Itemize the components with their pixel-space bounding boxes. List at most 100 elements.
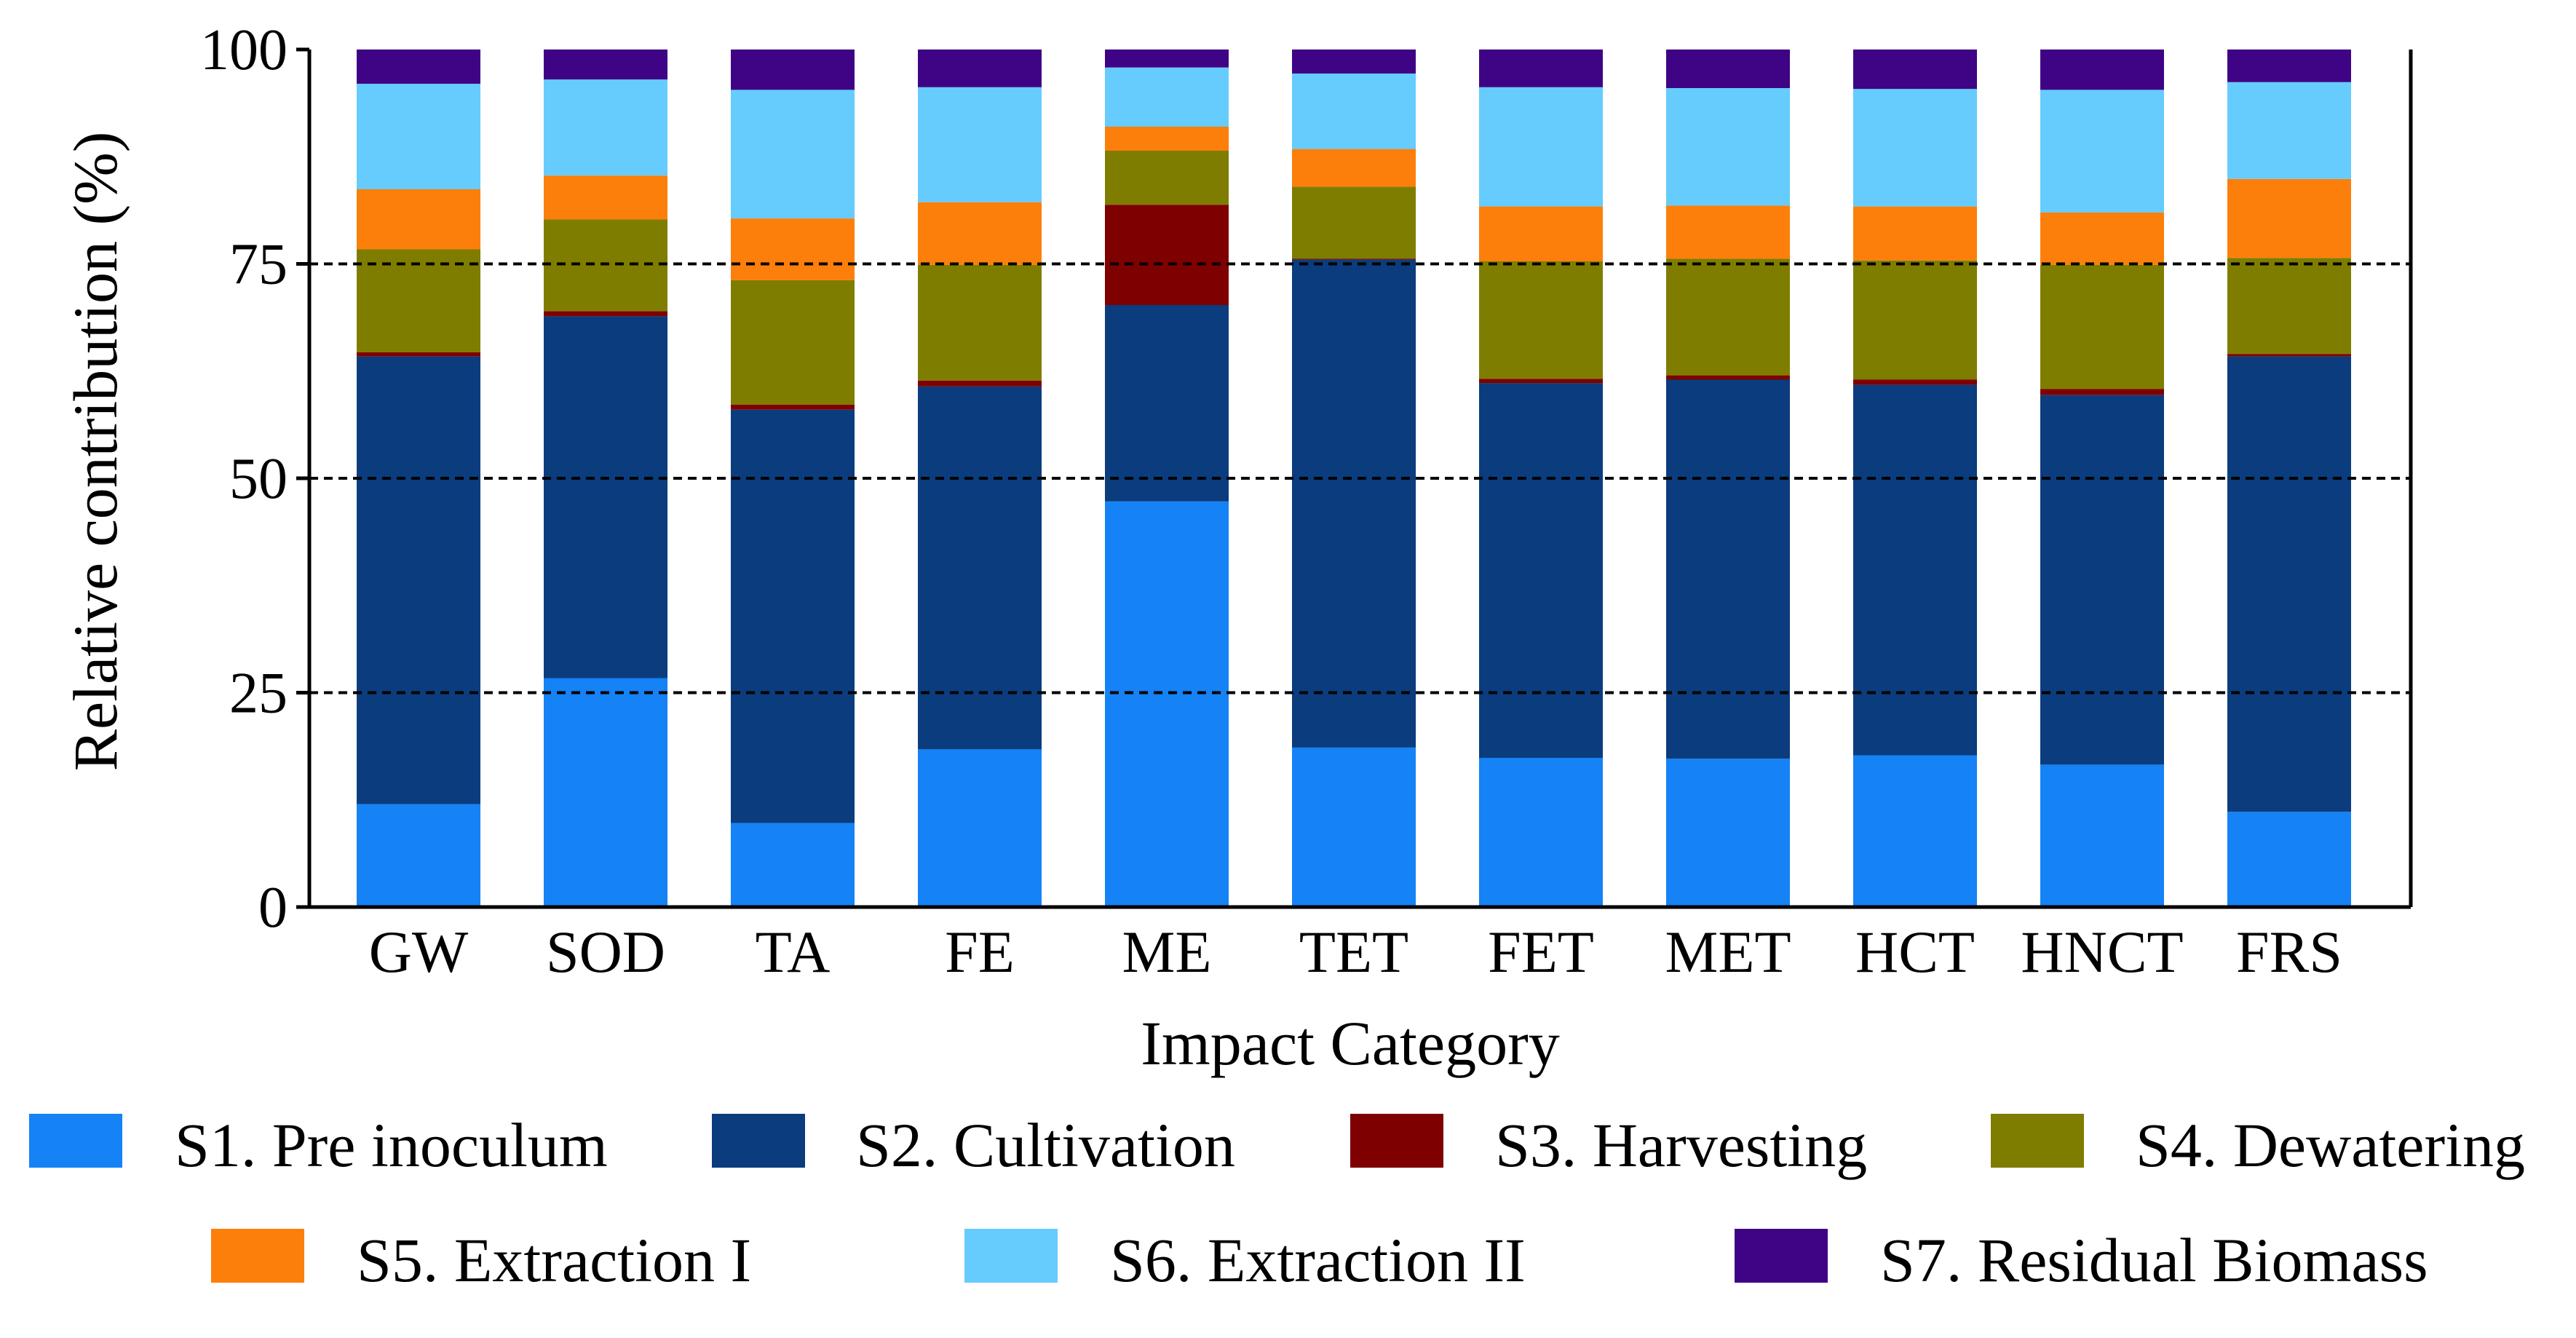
bar-fe-s2 [918, 387, 1042, 750]
bar-me-s4 [1105, 151, 1229, 205]
legend-swatch [964, 1229, 1058, 1283]
bar-me-s5 [1105, 127, 1229, 151]
bar-hnct-s5 [2040, 212, 2164, 265]
x-tick-label-hnct: HNCT [2021, 919, 2183, 985]
x-tick-labels: GW SOD TA FE ME TET FET MET HCT HNCT FRS [369, 919, 2342, 985]
x-tick-label-frs: FRS [2236, 919, 2342, 985]
x-tick-label-ta: TA [756, 919, 831, 985]
legend: S1. Pre inoculum S2. Cultivation S3. Harve… [29, 1110, 2525, 1295]
legend-item-s1: S1. Pre inoculum [29, 1110, 608, 1180]
bar-frs-s1 [2227, 812, 2351, 907]
bar-hct-s1 [1853, 755, 1977, 907]
bar-hct-s6 [1853, 89, 1977, 207]
bar-hct-s4 [1853, 260, 1977, 380]
bar-sod-s6 [544, 79, 667, 176]
bar-frs-s2 [2227, 356, 2351, 812]
x-tick-label-me: ME [1122, 919, 1212, 985]
bar-met-s2 [1666, 379, 1790, 759]
y-tick-label-75: 75 [229, 233, 288, 297]
y-tick-label-100: 100 [200, 18, 288, 82]
bar-ta-s6 [731, 90, 855, 219]
bar-gw-s4 [357, 249, 480, 352]
bar-met-s1 [1666, 759, 1790, 907]
bar-me-s2 [1105, 305, 1229, 502]
bar-ta-s1 [731, 823, 855, 907]
x-axis-title: Impact Category [1141, 1008, 1560, 1078]
bar-ta-s4 [731, 280, 855, 405]
bar-ta-s3 [731, 404, 855, 410]
bar-ta-s5 [731, 218, 855, 280]
bar-fet-s2 [1479, 383, 1603, 758]
legend-label: S3. Harvesting [1495, 1110, 1867, 1180]
bar-fe-s3 [918, 380, 1042, 387]
y-tick-label-25: 25 [229, 662, 288, 726]
bar-fet-s3 [1479, 379, 1603, 384]
legend-swatch [712, 1114, 805, 1168]
bar-hnct-s2 [2040, 395, 2164, 765]
bar-fet-s5 [1479, 206, 1603, 261]
bar-gw-s2 [357, 356, 480, 804]
bar-gw-s5 [357, 189, 480, 250]
bar-sod-s5 [544, 175, 667, 220]
bar-me-s6 [1105, 67, 1229, 127]
bar-me-s1 [1105, 501, 1229, 907]
bar-tet-s7 [1292, 50, 1416, 74]
bar-hnct-s4 [2040, 264, 2164, 389]
bar-fe-s6 [918, 87, 1042, 202]
bar-tet-s1 [1292, 747, 1416, 907]
bar-met-s5 [1666, 205, 1790, 259]
bar-frs-s3 [2227, 354, 2351, 357]
bar-fe-s4 [918, 264, 1042, 381]
legend-item-s2: S2. Cultivation [712, 1110, 1235, 1180]
bar-me-s3 [1105, 205, 1229, 305]
y-tick-label-50: 50 [229, 447, 288, 511]
bar-met-s3 [1666, 375, 1790, 380]
x-tick-label-sod: SOD [546, 919, 665, 985]
bar-tet-s2 [1292, 259, 1416, 748]
bar-hct-s5 [1853, 206, 1977, 261]
legend-label: S6. Extraction II [1110, 1225, 1526, 1295]
legend-item-s3: S3. Harvesting [1350, 1110, 1867, 1180]
bar-sod-s7 [544, 50, 667, 80]
bar-hnct-s7 [2040, 50, 2164, 90]
legend-item-s5: S5. Extraction I [211, 1225, 751, 1295]
gridlines [309, 262, 2411, 694]
bar-sod-s3 [544, 311, 667, 317]
bar-tet-s4 [1292, 186, 1416, 259]
bar-frs-s6 [2227, 82, 2351, 179]
legend-swatch [1350, 1114, 1443, 1168]
x-tick-label-tet: TET [1299, 919, 1408, 985]
bar-tet-s3 [1292, 258, 1416, 260]
legend-swatch [211, 1229, 304, 1283]
bars-layer [357, 50, 2351, 907]
bar-frs-s7 [2227, 50, 2351, 82]
legend-item-s6: S6. Extraction II [964, 1225, 1526, 1295]
legend-label: S7. Residual Biomass [1880, 1225, 2428, 1295]
x-tick-label-met: MET [1665, 919, 1791, 985]
x-tick-label-gw: GW [369, 919, 469, 985]
bar-tet-s6 [1292, 74, 1416, 149]
legend-label: S1. Pre inoculum [175, 1110, 608, 1180]
bar-gw-s7 [357, 50, 480, 84]
bar-me-s7 [1105, 50, 1229, 68]
axes [296, 47, 2413, 909]
legend-label: S5. Extraction I [357, 1225, 751, 1295]
bar-fet-s4 [1479, 261, 1603, 379]
bar-ta-s7 [731, 50, 855, 90]
bar-frs-s4 [2227, 258, 2351, 355]
bar-met-s7 [1666, 50, 1790, 88]
legend-item-s7: S7. Residual Biomass [1735, 1225, 2428, 1295]
bar-hct-s3 [1853, 379, 1977, 385]
bar-fet-s1 [1479, 758, 1603, 907]
bar-fe-s7 [918, 50, 1042, 87]
legend-swatch [29, 1114, 122, 1168]
legend-swatch [1735, 1229, 1828, 1283]
legend-label: S4. Dewatering [2136, 1110, 2525, 1180]
y-tick-labels: 0 25 50 75 100 [200, 18, 288, 940]
x-tick-label-fet: FET [1488, 919, 1594, 985]
x-tick-label-fe: FE [945, 919, 1015, 985]
y-tick-label-0: 0 [258, 876, 288, 940]
bar-hct-s2 [1853, 384, 1977, 756]
bar-fet-s6 [1479, 87, 1603, 207]
